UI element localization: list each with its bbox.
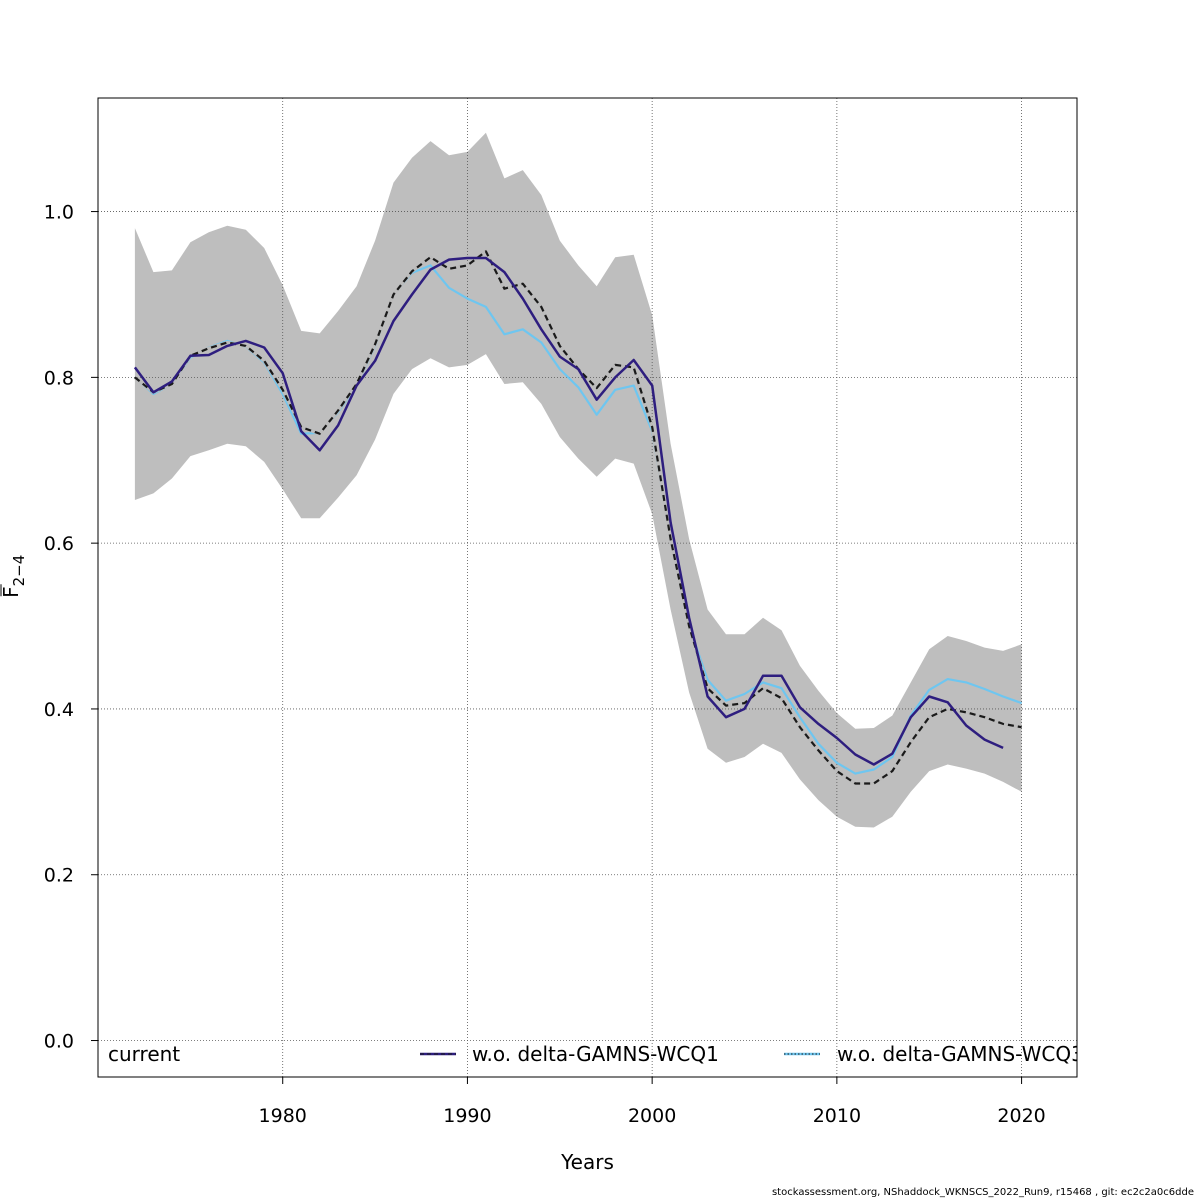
x-tick-label: 1990 xyxy=(443,1105,491,1127)
y-axis-title: F2−4 xyxy=(0,555,28,598)
footer-credit: stockassessment.org, NShaddock_WKNSCS_20… xyxy=(771,1187,1194,1198)
confidence-band-layer xyxy=(134,132,1022,828)
x-axis: 1980 1990 2000 2010 2020 xyxy=(259,1077,1046,1127)
y-tick-label: 0.2 xyxy=(44,865,74,887)
y-tick-label: 0.8 xyxy=(44,367,74,389)
y-tick-label: 1.0 xyxy=(44,202,74,224)
y-tick-label: 0.4 xyxy=(44,699,74,721)
legend-label: w.o. delta-GAMNS-WCQ3 xyxy=(837,1042,1084,1066)
x-tick-label: 2000 xyxy=(628,1105,676,1127)
legend-label: w.o. delta-GAMNS-WCQ1 xyxy=(472,1042,719,1066)
y-axis-title-subscript: 2−4 xyxy=(10,555,28,587)
y-axis-title-main: F xyxy=(0,586,23,598)
confidence-band xyxy=(134,132,1022,828)
x-tick-label: 1980 xyxy=(259,1105,307,1127)
plot-frame xyxy=(97,97,1078,1078)
legend-label: current xyxy=(108,1042,180,1066)
series-line-2 xyxy=(134,264,1022,775)
series-line-1 xyxy=(133,256,1004,766)
y-tick-label: 0.6 xyxy=(44,533,74,555)
y-axis: 0.0 0.2 0.4 0.6 0.8 1.0 xyxy=(44,202,98,1053)
x-tick-label: 2020 xyxy=(997,1105,1045,1127)
series-layer xyxy=(133,248,1022,786)
x-axis-title: Years xyxy=(560,1150,614,1174)
x-tick-label: 2010 xyxy=(813,1105,861,1127)
legend: current w.o. delta-GAMNS-WCQ1 w.o. delta-G… xyxy=(108,1042,1084,1066)
y-tick-label: 0.0 xyxy=(44,1031,74,1053)
